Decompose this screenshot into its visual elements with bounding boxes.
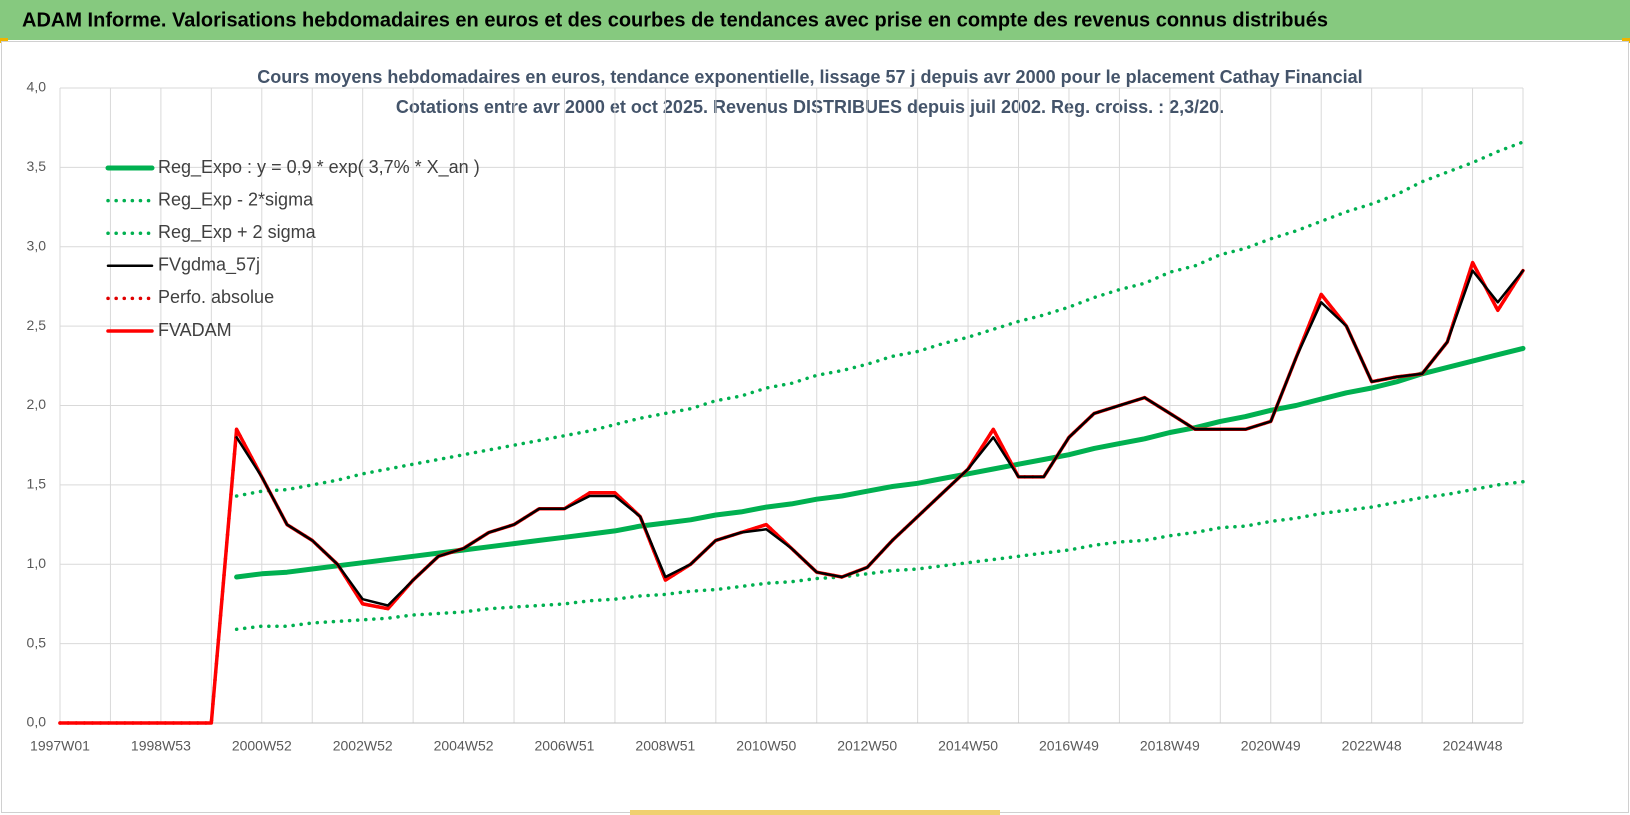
x-tick-label: 1997W01 <box>30 738 90 754</box>
x-tick-label: 2012W50 <box>837 738 897 754</box>
legend-label: Reg_Exp + 2 sigma <box>158 222 317 243</box>
corner <box>1622 38 1630 43</box>
x-tick-label: 2014W50 <box>938 738 998 754</box>
legend-label: Perfo. absolue <box>158 287 274 307</box>
y-tick-label: 2,0 <box>27 396 47 412</box>
series-line <box>234 479 1525 632</box>
y-tick-label: 1,5 <box>27 476 47 492</box>
x-tick-label: 2002W52 <box>333 738 393 754</box>
x-tick-label: 2020W49 <box>1241 738 1301 754</box>
page-title: ADAM Informe. Valorisations hebdomadaire… <box>22 9 1328 31</box>
x-tick-label: 2018W49 <box>1140 738 1200 754</box>
legend-label: Reg_Exp - 2*sigma <box>158 189 314 210</box>
x-tick-label: 2016W49 <box>1039 738 1099 754</box>
x-tick-label: 2006W51 <box>535 738 595 754</box>
y-tick-label: 1,0 <box>27 555 47 571</box>
y-tick-label: 2,5 <box>27 317 47 333</box>
corner <box>0 38 8 43</box>
y-tick-label: 0,5 <box>27 634 47 650</box>
y-tick-label: 3,5 <box>27 158 47 174</box>
y-tick-label: 4,0 <box>27 79 47 95</box>
x-tick-label: 2022W48 <box>1342 738 1402 754</box>
series-line <box>235 269 1525 607</box>
x-tick-label: 2024W48 <box>1443 738 1503 754</box>
bottom-accent <box>630 810 1000 815</box>
x-tick-label: 1998W53 <box>131 738 191 754</box>
chart-title: Cours moyens hebdomadaires en euros, ten… <box>257 67 1362 87</box>
legend-label: FVgdma_57j <box>158 255 260 276</box>
chart-frame <box>1 41 1629 813</box>
y-tick-label: 0,0 <box>27 714 47 730</box>
header-bar <box>0 0 1630 40</box>
x-tick-label: 2000W52 <box>232 738 292 754</box>
x-tick-label: 2008W51 <box>635 738 695 754</box>
series-line <box>234 140 1525 498</box>
x-tick-label: 2004W52 <box>434 738 494 754</box>
legend-label: Reg_Expo : y = 0,9 * exp( 3,7% * X_an ) <box>158 157 480 178</box>
y-tick-label: 3,0 <box>27 237 47 253</box>
legend-label: FVADAM <box>158 320 232 340</box>
x-tick-label: 2010W50 <box>736 738 796 754</box>
chart-subtitle: Cotations entre avr 2000 et oct 2025. Re… <box>396 97 1224 117</box>
